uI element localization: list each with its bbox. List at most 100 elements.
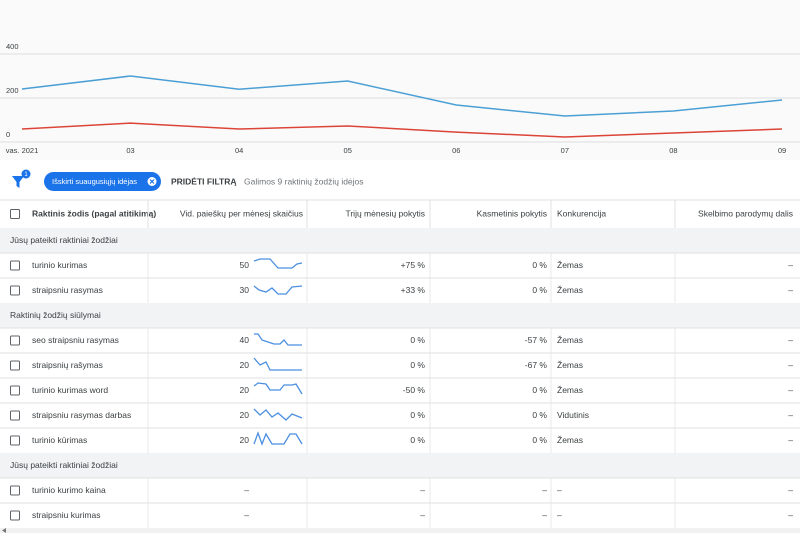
sparkline: [253, 258, 303, 269]
table-cell: 40: [240, 335, 250, 345]
group-row: [0, 453, 800, 478]
table-cell: –: [420, 510, 425, 520]
sparkline: [253, 408, 303, 421]
table-cell: -57 %: [525, 335, 548, 345]
table-cell: 0 %: [410, 435, 425, 445]
table-cell: –: [542, 485, 547, 495]
table-cell: +33 %: [401, 285, 426, 295]
table-cell: –: [788, 360, 793, 370]
table-cell: –: [788, 285, 793, 295]
table-cell: straipsniu rasymas darbas: [32, 410, 131, 420]
table-cell: 50: [240, 260, 250, 270]
table-cell: Žemas: [557, 385, 583, 395]
table-cell: –: [788, 410, 793, 420]
checkbox[interactable]: [10, 260, 20, 271]
add-filter[interactable]: PRIDĖTI FILTRĄ: [171, 176, 236, 186]
x-tick-label: vas. 2021: [6, 146, 39, 155]
table-cell: straipsnių rašymas: [32, 360, 103, 370]
checkbox[interactable]: [10, 410, 20, 421]
table-cell: 0 %: [410, 360, 425, 370]
sparkline: [253, 357, 302, 371]
chart: 0 200 400 vas. 2021 03 04 05 06 07 08 09: [0, 42, 800, 155]
table-cell: Žemas: [557, 285, 583, 295]
column-header: Kasmetinis pokytis: [477, 208, 547, 218]
table-cell: –: [788, 435, 793, 445]
chart-panel: [0, 0, 800, 160]
x-tick-label: 04: [235, 146, 243, 155]
table: Raktinis žodis (pagal atitikimą) Vid. pai…: [0, 199, 800, 528]
filter-badge: [21, 169, 31, 179]
x-tick-label: 09: [778, 146, 786, 155]
table-cell: 0 %: [410, 410, 425, 420]
group-title: Jūsų pateikti raktiniai žodžiai: [10, 460, 118, 470]
x-tick-label: 07: [561, 146, 569, 155]
x-tick-label: 08: [669, 146, 677, 155]
y-tick-label: 200: [6, 86, 19, 95]
ideas-count: Galimos 9 raktinių žodžių idėjos: [244, 176, 364, 186]
table-cell: +75 %: [401, 260, 426, 270]
scrollbar[interactable]: [0, 528, 800, 533]
sparkline: [253, 382, 303, 395]
table-cell: 0 %: [410, 335, 425, 345]
group-row: [0, 303, 800, 328]
checkbox[interactable]: [10, 510, 20, 521]
checkbox[interactable]: [10, 485, 20, 496]
table-cell: turinio kurimo kaina: [32, 485, 106, 495]
checkbox[interactable]: [10, 285, 20, 296]
column-header: Trijų mėnesių pokytis: [345, 208, 425, 218]
y-tick-label: 0: [6, 130, 10, 139]
table-cell: straipsniu rasymas: [32, 285, 103, 295]
table-cell: -50 %: [403, 385, 426, 395]
table-cell: -67 %: [525, 360, 548, 370]
sparkline: [253, 431, 303, 446]
table-cell: straipsniu kurimas: [32, 510, 101, 520]
column-header: Konkurencija: [557, 208, 606, 218]
group-title: Raktinių žodžių siūlymai: [10, 310, 101, 320]
table-cell: –: [542, 510, 547, 520]
line-series: [21, 75, 783, 117]
column-header: Skelbimo parodymų dalis: [698, 208, 793, 218]
table-cell: 0 %: [532, 435, 547, 445]
checkbox[interactable]: [10, 335, 20, 346]
checkbox[interactable]: [10, 435, 20, 446]
checkbox[interactable]: [10, 385, 20, 396]
table-cell: –: [557, 485, 562, 495]
chip-close-x: [149, 179, 155, 184]
table-cell: 20: [240, 435, 250, 445]
table-cell: –: [788, 510, 793, 520]
table-cell: –: [244, 485, 249, 495]
group-row: [0, 228, 800, 253]
table-cell: 0 %: [532, 260, 547, 270]
table-cell: Žemas: [557, 360, 583, 370]
table-cell: –: [420, 485, 425, 495]
table-cell: Vidutinis: [557, 410, 589, 420]
y-tick-label: 400: [6, 42, 19, 51]
checkbox[interactable]: [10, 360, 20, 371]
table-cell: –: [244, 510, 249, 520]
scroll-arrow[interactable]: [2, 528, 6, 533]
table-cell: 0 %: [532, 410, 547, 420]
table-cell: turinio kurimas: [32, 260, 87, 270]
line-series: [21, 122, 783, 138]
table-cell: 20: [240, 385, 250, 395]
column-header: Vid. paieškų per mėnesį skaičius: [180, 208, 303, 218]
table-cell: 30: [240, 285, 250, 295]
x-tick-label: 05: [344, 146, 352, 155]
table-cell: Žemas: [557, 260, 583, 270]
filter-icon[interactable]: [12, 176, 24, 188]
filter-chip[interactable]: [44, 172, 161, 191]
group-title: Jūsų pateikti raktiniai žodžiai: [10, 235, 118, 245]
table-cell: 20: [240, 410, 250, 420]
table-cell: –: [788, 335, 793, 345]
table-cell: –: [788, 260, 793, 270]
filter-bar: 1 Išskirti suaugusiųjų idėjas PRIDĖTI FI…: [12, 169, 364, 191]
table-cell: –: [788, 385, 793, 395]
sparkline: [253, 285, 303, 295]
x-tick-label: 06: [452, 146, 460, 155]
table-cell: turinio kurimas word: [32, 385, 108, 395]
table-cell: –: [557, 510, 562, 520]
checkbox[interactable]: [10, 209, 20, 219]
chip-label: Išskirti suaugusiųjų idėjas: [52, 177, 137, 186]
table-cell: 0 %: [532, 385, 547, 395]
